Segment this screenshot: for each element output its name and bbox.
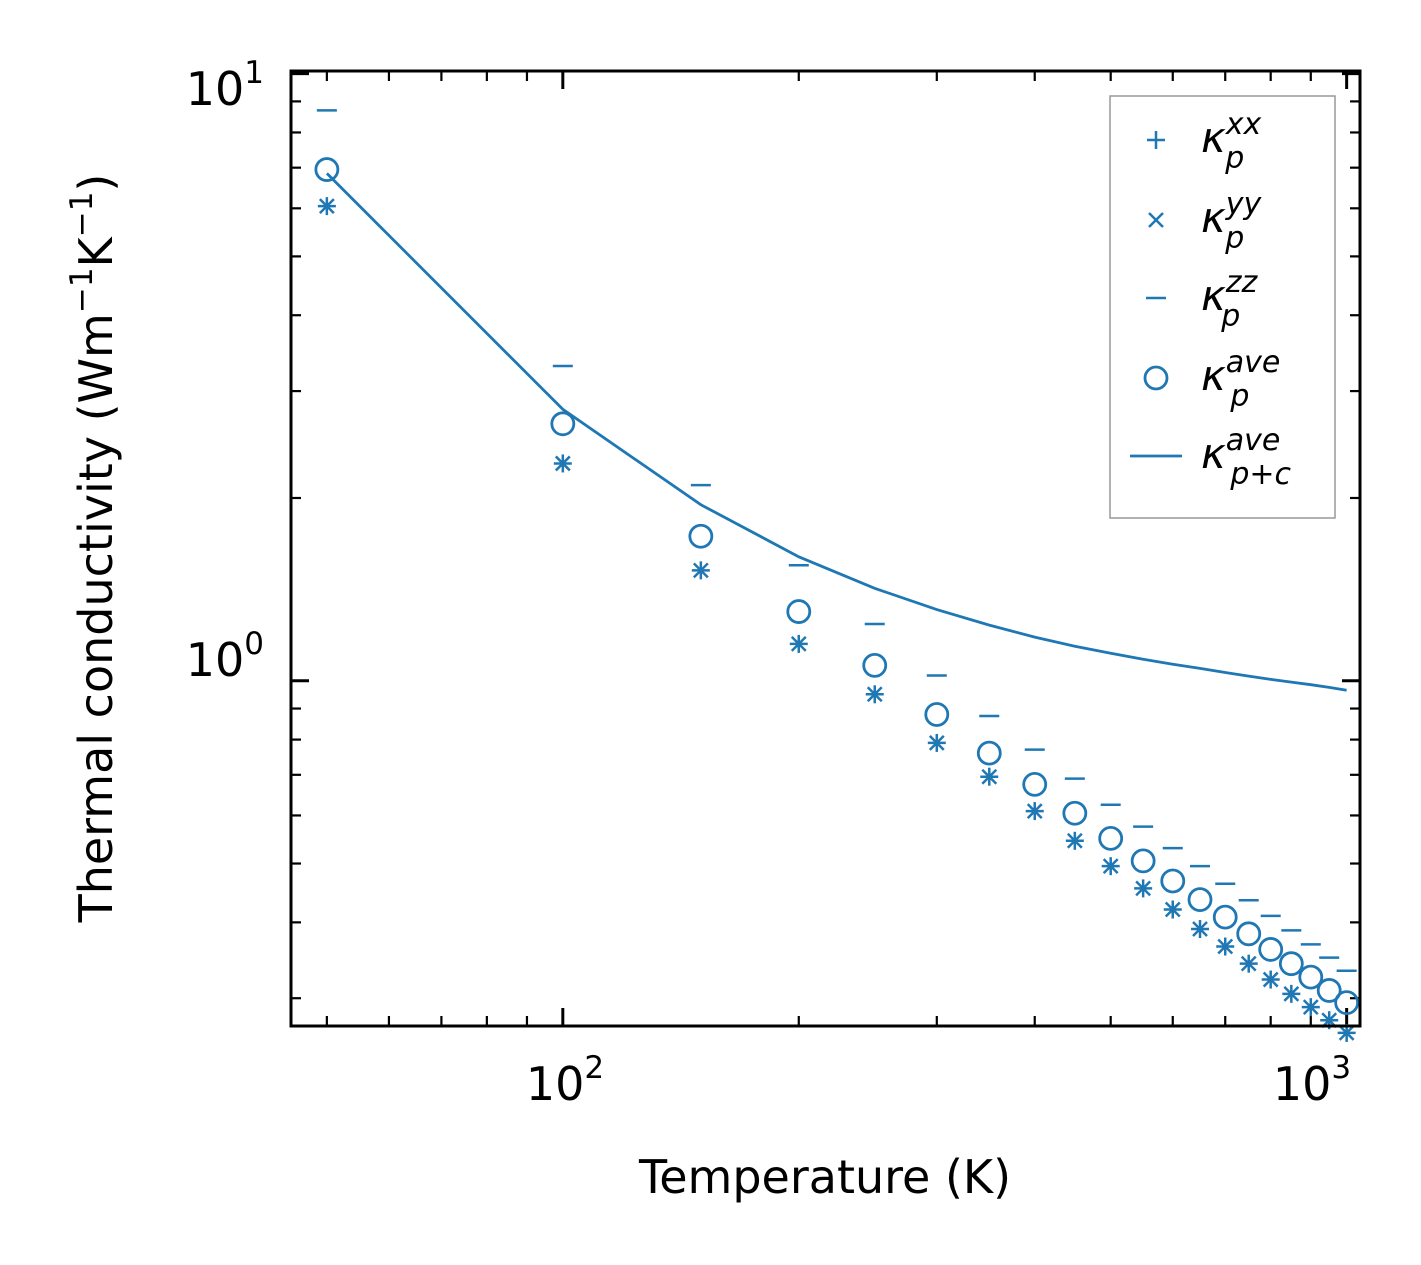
legend-box [1109,95,1336,519]
series-zz [316,109,1357,972]
point-yy [928,735,945,751]
plot-area [314,109,1360,1042]
point-ave [550,411,576,437]
y-tick-label-10: 101 [186,55,264,116]
point-ave [1334,990,1360,1016]
point-yy [1217,938,1234,955]
point-ave [1278,951,1304,977]
legend-marker-ave [1143,365,1169,391]
legend-marker-xx [1147,131,1165,149]
legend-label-yy: κyy p [1201,187,1263,256]
point-ave [1187,887,1213,913]
point-yy [1302,999,1319,1016]
point-ave [1062,800,1088,826]
point-ave [1022,771,1048,797]
x-axis-label: Temperature (K) [638,1150,1011,1204]
axes-frame [289,69,1362,1028]
legend-label-zz: κzz p [1201,265,1259,334]
point-yy [981,768,998,785]
point-ave [1298,964,1324,990]
point-yy [1283,985,1300,1002]
point-ave [314,157,340,182]
point-ave [924,702,950,727]
point-yy [790,636,807,652]
point-ave [862,652,888,678]
point-yy [866,686,883,703]
major-ticks [291,71,1360,1026]
point-yy [1338,1025,1355,1041]
point-ave [976,740,1002,766]
point-yy [692,562,709,579]
series-yy [318,198,1355,1041]
point-yy [554,455,571,472]
point-ave [1098,825,1124,851]
point-yy [1240,955,1257,972]
point-ave [1212,904,1238,930]
point-yy [1192,921,1208,937]
legend: κxx p κyy p κzz p κave p κave p+c [1109,95,1336,519]
point-ave [1160,868,1186,894]
x-tick-label-1000: 103 [1273,1050,1351,1111]
point-yy [1262,971,1279,988]
x-tick-label-100: 102 [526,1050,604,1111]
legend-label-xx: κxx p [1201,107,1262,176]
point-yy [1026,803,1043,819]
point-ave [688,523,714,549]
point-ave [1130,848,1156,874]
point-yy [1102,858,1119,875]
y-tick-label-1: 100 [186,626,264,687]
point-yy [1135,880,1152,897]
y-axis-label: Thermal conductivity (Wm−1K−1) [64,174,123,924]
point-ave [1258,937,1284,962]
legend-label-ave-pc: κave p+c [1201,423,1292,492]
series-line-ave_pc [325,172,1347,692]
legend-label-ave: κave p [1201,345,1280,414]
point-yy [1164,901,1181,918]
point-ave [786,599,812,624]
legend-markers [1130,131,1182,458]
series-ave [314,157,1360,1016]
minor-ticks [291,71,1360,1026]
legend-marker-yy [1148,212,1164,228]
point-ave [1236,921,1262,947]
point-yy [1066,832,1083,849]
point-yy [318,198,335,215]
point-ave [1316,978,1342,1003]
